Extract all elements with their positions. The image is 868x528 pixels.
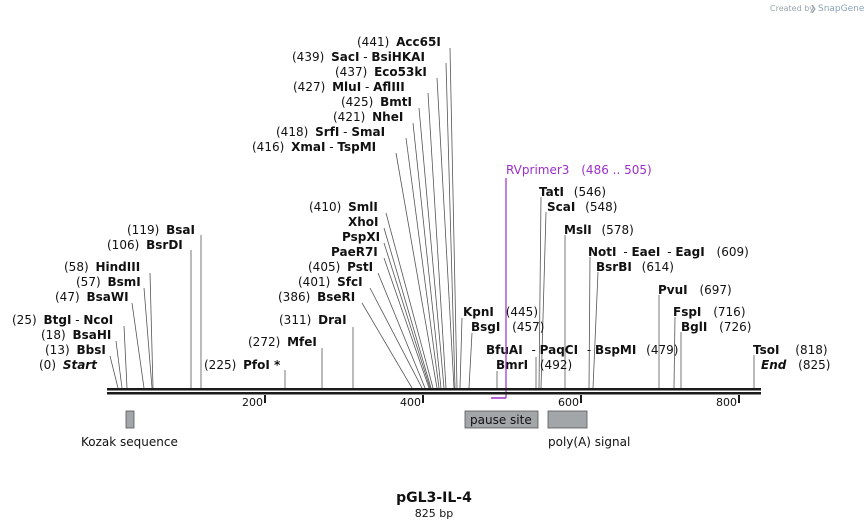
- site-mfei[interactable]: (272) MfeI: [248, 335, 317, 349]
- leader-line: [436, 77, 455, 389]
- site-btgi[interactable]: (25) BtgI - NcoI: [12, 313, 113, 327]
- sequence-backbone-bottom: [107, 392, 761, 395]
- leader-line: [405, 137, 440, 389]
- leader-line: [383, 242, 431, 389]
- site-smli[interactable]: (410) SmlI: [309, 200, 378, 214]
- leader-lines: [109, 47, 755, 389]
- leader-line: [468, 332, 473, 389]
- site-tsoi[interactable]: TsoI (818): [753, 343, 828, 357]
- leader-line: [383, 227, 432, 389]
- site-end[interactable]: End (825): [761, 358, 830, 372]
- leader-line: [427, 92, 447, 389]
- leader-line: [377, 272, 426, 389]
- leader-line: [115, 340, 123, 389]
- site-saci[interactable]: (439) SacI - BsiHKAI: [292, 50, 425, 64]
- feature-polya-label[interactable]: poly(A) signal: [548, 435, 630, 449]
- site-bsgi[interactable]: BsgI (457): [471, 320, 544, 334]
- ruler-tick: [264, 395, 266, 403]
- site-nhei[interactable]: (421) NheI: [333, 110, 403, 124]
- site-acc65i[interactable]: (441) Acc65I: [357, 35, 441, 49]
- sequence-backbone-top: [107, 388, 761, 391]
- site-fspi[interactable]: FspI (716): [673, 305, 746, 319]
- site-bsahi[interactable]: (18) BsaHI: [41, 328, 111, 342]
- ruler-label-600: 600: [558, 396, 579, 409]
- leader-line: [412, 122, 442, 389]
- feature-pause-site[interactable]: [464, 410, 539, 429]
- leader-line: [149, 272, 154, 389]
- map-title: pGL3-IL-4: [396, 490, 472, 506]
- leader-line: [361, 302, 413, 389]
- ruler-label-200: 200: [242, 396, 263, 409]
- feature-kozak-sequence[interactable]: [125, 410, 135, 429]
- leader-line: [540, 211, 547, 389]
- site-sfci[interactable]: (401) SfcI: [298, 275, 363, 289]
- leader-line: [449, 47, 458, 389]
- leader-line: [395, 152, 438, 389]
- site-srfi[interactable]: (418) SrfI - SmaI: [276, 125, 385, 139]
- leader-line: [445, 62, 456, 389]
- site-pvui[interactable]: PvuI (697): [658, 283, 732, 297]
- site-tati[interactable]: TatI (546): [539, 185, 606, 199]
- leader-line: [385, 212, 434, 389]
- leader-line: [538, 196, 542, 389]
- primer-label[interactable]: RVprimer3 (486 .. 505): [506, 163, 652, 177]
- feature-pause-site-label[interactable]: pause site: [470, 413, 532, 427]
- site-start[interactable]: (0) Start: [39, 358, 98, 372]
- credit-text: Created by: [770, 4, 814, 13]
- site-paer7i[interactable]: PaeR7I: [331, 245, 378, 259]
- site-bsrbi[interactable]: BsrBI (614): [596, 260, 674, 274]
- site-mlui[interactable]: (427) MluI - AflIII: [293, 80, 405, 94]
- site-drai[interactable]: (311) DraI: [279, 313, 347, 327]
- leader-line: [143, 287, 153, 389]
- site-bseri[interactable]: (386) BseRI: [278, 290, 355, 304]
- site-bbsi[interactable]: (13) BbsI: [45, 343, 106, 357]
- leader-line: [123, 325, 128, 389]
- leader-line: [592, 271, 599, 389]
- leader-line: [673, 316, 676, 389]
- site-scai[interactable]: ScaI (548): [547, 200, 617, 214]
- leader-line: [369, 287, 423, 389]
- site-pfoi[interactable]: (225) PfoI *: [204, 358, 281, 372]
- leader-line: [459, 317, 463, 389]
- leader-line: [418, 107, 445, 389]
- site-noti[interactable]: NotI - EaeI - EagI (609): [588, 245, 749, 259]
- site-bsmi[interactable]: (57) BsmI: [76, 275, 141, 289]
- map-subtitle: 825 bp: [415, 507, 453, 520]
- feature-kozak-label[interactable]: Kozak sequence: [81, 435, 178, 449]
- site-xhoi[interactable]: XhoI: [348, 215, 379, 229]
- credit-brand: SnapGene: [818, 4, 865, 14]
- site-xmai[interactable]: (416) XmaI - TspMI: [252, 140, 376, 154]
- site-bmti[interactable]: (425) BmtI: [341, 95, 412, 109]
- site-eco53ki[interactable]: (437) Eco53kI: [335, 65, 427, 79]
- site-msli[interactable]: MslI (578): [564, 223, 634, 237]
- leader-line: [131, 302, 145, 389]
- site-pspxi[interactable]: PspXI: [342, 230, 380, 244]
- leader-line: [109, 355, 119, 389]
- site-bgli[interactable]: BglI (726): [681, 320, 751, 334]
- ruler-label-400: 400: [400, 396, 421, 409]
- site-bmri[interactable]: BmrI (492): [496, 358, 572, 372]
- site-bsai[interactable]: (119) BsaI: [127, 223, 195, 237]
- site-psti[interactable]: (405) PstI: [308, 260, 373, 274]
- leader-line: [588, 256, 591, 389]
- feature-polya-signal[interactable]: [547, 410, 588, 429]
- site-bsawi[interactable]: (47) BsaWI: [55, 290, 129, 304]
- leader-line: [383, 257, 430, 389]
- ruler-tick: [738, 395, 740, 403]
- ruler-tick: [422, 395, 424, 403]
- ruler-tick: [580, 395, 582, 403]
- snapgene-logo-icon: ❯: [810, 4, 817, 13]
- site-bfuai[interactable]: BfuAI - PaqCI - BspMI (479): [486, 343, 678, 357]
- site-hindiii[interactable]: (58) HindIII: [64, 260, 140, 274]
- ruler-label-800: 800: [716, 396, 737, 409]
- site-kpni[interactable]: KpnI (445): [463, 305, 538, 319]
- site-bsrdi[interactable]: (106) BsrDI: [107, 238, 183, 252]
